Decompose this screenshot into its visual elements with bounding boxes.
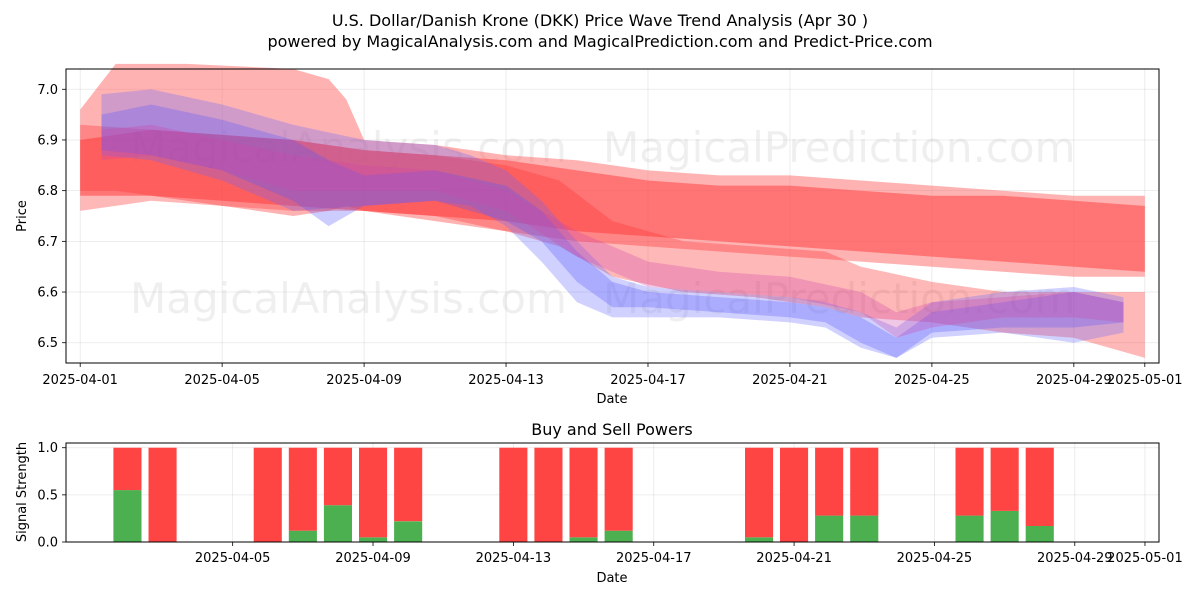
buy-power-bar	[850, 515, 879, 542]
sell-power-bar	[499, 447, 528, 542]
price-chart-ylabel: Price	[15, 200, 30, 232]
price-ytick-label: 6.8	[37, 184, 58, 199]
sell-power-bar	[955, 447, 984, 516]
sell-power-bar	[569, 447, 598, 538]
sell-power-bar	[288, 447, 317, 531]
buy-power-bar	[113, 490, 142, 542]
price-chart-frame	[65, 68, 1160, 364]
watermark-4: MagicalPrediction.com	[603, 274, 1076, 323]
buy-power-bar	[394, 521, 423, 542]
sell-power-bar	[394, 447, 423, 522]
sell-power-bar	[745, 447, 774, 538]
power-chart-bars	[113, 447, 1054, 542]
buy-power-bar	[323, 505, 352, 542]
price-xtick-label: 2025-04-09	[326, 373, 402, 388]
price-xtick-label: 2025-04-01	[42, 373, 118, 388]
price-xtick-label: 2025-04-21	[752, 373, 828, 388]
price-ytick-label: 7.0	[37, 83, 58, 98]
sell-power-bar	[1025, 447, 1054, 526]
price-ytick-label: 6.7	[37, 235, 58, 250]
price-ytick-label: 6.5	[37, 336, 58, 351]
sell-power-bar	[990, 447, 1019, 511]
power-chart-xlabel: Date	[596, 571, 627, 586]
wave-band-red-forecast-core	[80, 129, 1145, 272]
power-chart-frame	[65, 442, 1160, 543]
buy-power-bar	[359, 537, 388, 542]
wave-band-blue-wave-b	[101, 104, 1124, 358]
price-ytick-label: 6.6	[37, 286, 58, 301]
watermark-3: MagicalAnalysis.com	[130, 274, 567, 323]
sell-power-bar	[815, 447, 844, 516]
price-xtick-label: 2025-04-05	[184, 373, 260, 388]
price-chart-ticks: 6.5 6.6 6.7 6.8 6.9 7.0 2025-04-01 2025-04-05 20…	[37, 83, 1182, 388]
power-ytick-label: 0.0	[37, 536, 58, 551]
power-xtick-label: 2025-04-09	[335, 551, 411, 566]
buy-power-bar	[990, 510, 1019, 542]
price-xtick-label: 2025-04-13	[468, 373, 544, 388]
chart-title: U.S. Dollar/Danish Krone (DKK) Price Wav…	[332, 11, 868, 30]
price-xtick-label: 2025-05-01	[1107, 373, 1183, 388]
wave-band-purple-wave	[101, 124, 1124, 338]
sell-power-bar	[113, 447, 142, 491]
power-chart-ticks: 0.0 0.5 1.0 2025-04-05 2025-04-09 2025-04-13 2…	[37, 441, 1182, 566]
buy-power-bar	[604, 530, 633, 542]
sell-power-bar	[253, 447, 282, 542]
sell-power-bar	[534, 447, 563, 542]
buy-power-bar	[1025, 526, 1054, 542]
power-xtick-label: 2025-04-05	[195, 551, 271, 566]
price-wave-bands	[80, 63, 1145, 358]
buy-power-bar	[955, 515, 984, 542]
chart-subtitle: powered by MagicalAnalysis.com and Magic…	[267, 32, 932, 51]
sell-power-bar	[359, 447, 388, 538]
price-xtick-label: 2025-04-29	[1036, 373, 1112, 388]
sell-power-bar	[323, 447, 352, 506]
sell-power-bar	[604, 447, 633, 531]
wave-band-red-wave-falling	[80, 124, 1145, 358]
wave-band-blue-wave-a	[101, 89, 1124, 358]
watermark-2: MagicalPrediction.com	[603, 123, 1076, 172]
power-chart-ylabel: Signal Strength	[15, 442, 30, 542]
buy-power-bar	[745, 537, 774, 542]
buy-power-bar	[815, 515, 844, 542]
power-xtick-label: 2025-04-25	[897, 551, 973, 566]
price-chart-xlabel: Date	[596, 392, 627, 407]
price-ytick-label: 6.9	[37, 133, 58, 148]
price-xtick-label: 2025-04-17	[610, 373, 686, 388]
power-xtick-label: 2025-04-29	[1037, 551, 1113, 566]
buy-power-bar	[288, 530, 317, 542]
power-xtick-label: 2025-04-13	[476, 551, 552, 566]
power-ytick-label: 1.0	[37, 441, 58, 456]
power-ytick-label: 0.5	[37, 488, 58, 503]
power-xtick-label: 2025-04-17	[616, 551, 692, 566]
sell-power-bar	[850, 447, 879, 516]
power-xtick-label: 2025-04-21	[756, 551, 832, 566]
sell-power-bar	[780, 447, 809, 542]
sell-power-bar	[148, 447, 177, 542]
power-chart-title: Buy and Sell Powers	[531, 420, 693, 439]
price-xtick-label: 2025-04-25	[894, 373, 970, 388]
buy-power-bar	[569, 537, 598, 542]
power-xtick-label: 2025-05-01	[1107, 551, 1183, 566]
